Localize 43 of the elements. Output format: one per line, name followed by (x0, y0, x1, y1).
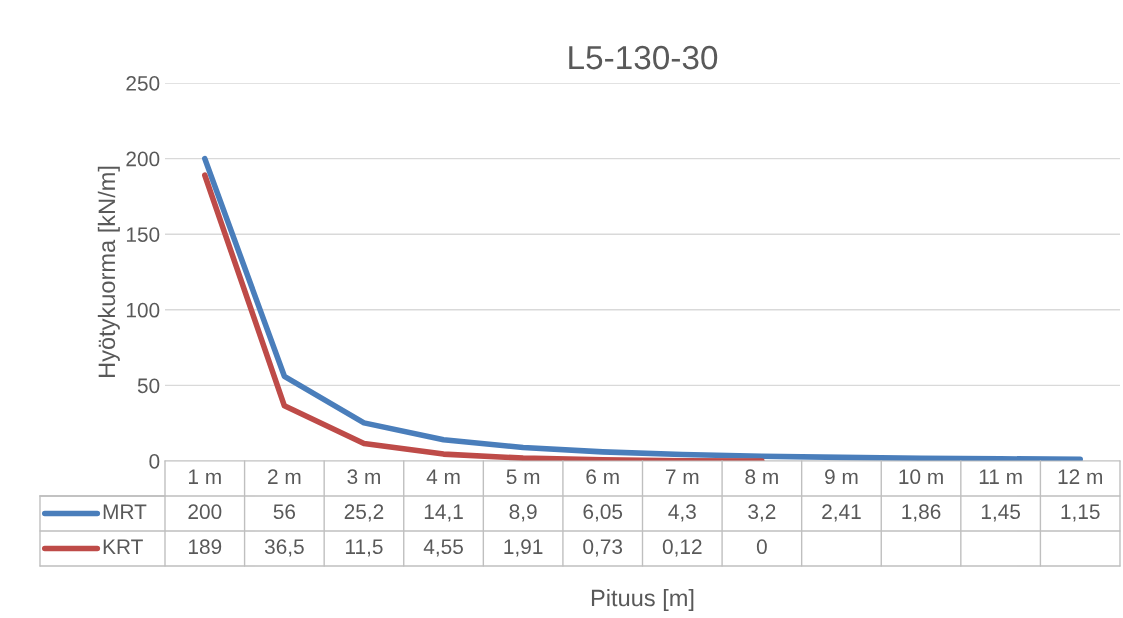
data-label: 25,2 (344, 504, 384, 522)
legend-label: MRT (103, 504, 147, 519)
y-tick-label: 250 (126, 76, 160, 91)
x-tick-label: 7 m (666, 469, 699, 484)
data-label: 4,3 (668, 504, 696, 522)
data-label: 2,41 (822, 504, 861, 522)
data-label: 36,5 (264, 539, 304, 557)
data-label: 189 (189, 539, 222, 555)
data-label: 14,1 (424, 504, 463, 522)
data-label: 200 (188, 504, 222, 520)
data-label: 1,45 (981, 504, 1021, 522)
x-tick-label: 4 m (426, 469, 460, 484)
data-label: 11,5 (346, 539, 383, 557)
x-tick-label: 6 m (586, 469, 619, 485)
x-tick-label: 12 m (1058, 469, 1102, 484)
data-label: 0 (756, 539, 767, 555)
data-label: 1,15 (1061, 504, 1100, 522)
data-label: 4,55 (423, 539, 463, 557)
data-label: 0,12 (662, 539, 702, 557)
x-tick-label: 10 m (899, 469, 943, 485)
data-label: 1,91 (504, 539, 543, 557)
data-label: 56 (273, 504, 296, 520)
y-tick-label: 150 (126, 227, 160, 242)
x-tick-label: 1 m (189, 469, 221, 484)
y-axis-title: Hyötykuorma [kN/m] (97, 166, 120, 377)
x-tick-label: 2 m (268, 469, 301, 484)
y-tick-label: 200 (126, 151, 160, 167)
x-tick-label: 9 m (825, 469, 858, 485)
x-tick-label: 8 m (745, 469, 778, 485)
legend-label: KRT (103, 539, 143, 554)
data-label: 0,73 (583, 539, 623, 557)
y-tick-label: 50 (137, 378, 160, 394)
data-label: 1,86 (902, 504, 941, 522)
y-tick-label: 0 (149, 454, 160, 469)
x-tick-label: 11 m (979, 469, 1022, 484)
chart-title: L5-130-30 (569, 45, 718, 70)
x-tick-label: 3 m (347, 469, 380, 485)
data-label: 8,9 (509, 504, 537, 522)
data-label: 6,05 (583, 504, 623, 522)
y-tick-label: 100 (126, 302, 160, 318)
x-axis-title: Pituus [m] (591, 588, 694, 612)
data-label: 3,2 (748, 504, 776, 522)
x-tick-label: 5 m (506, 469, 540, 485)
